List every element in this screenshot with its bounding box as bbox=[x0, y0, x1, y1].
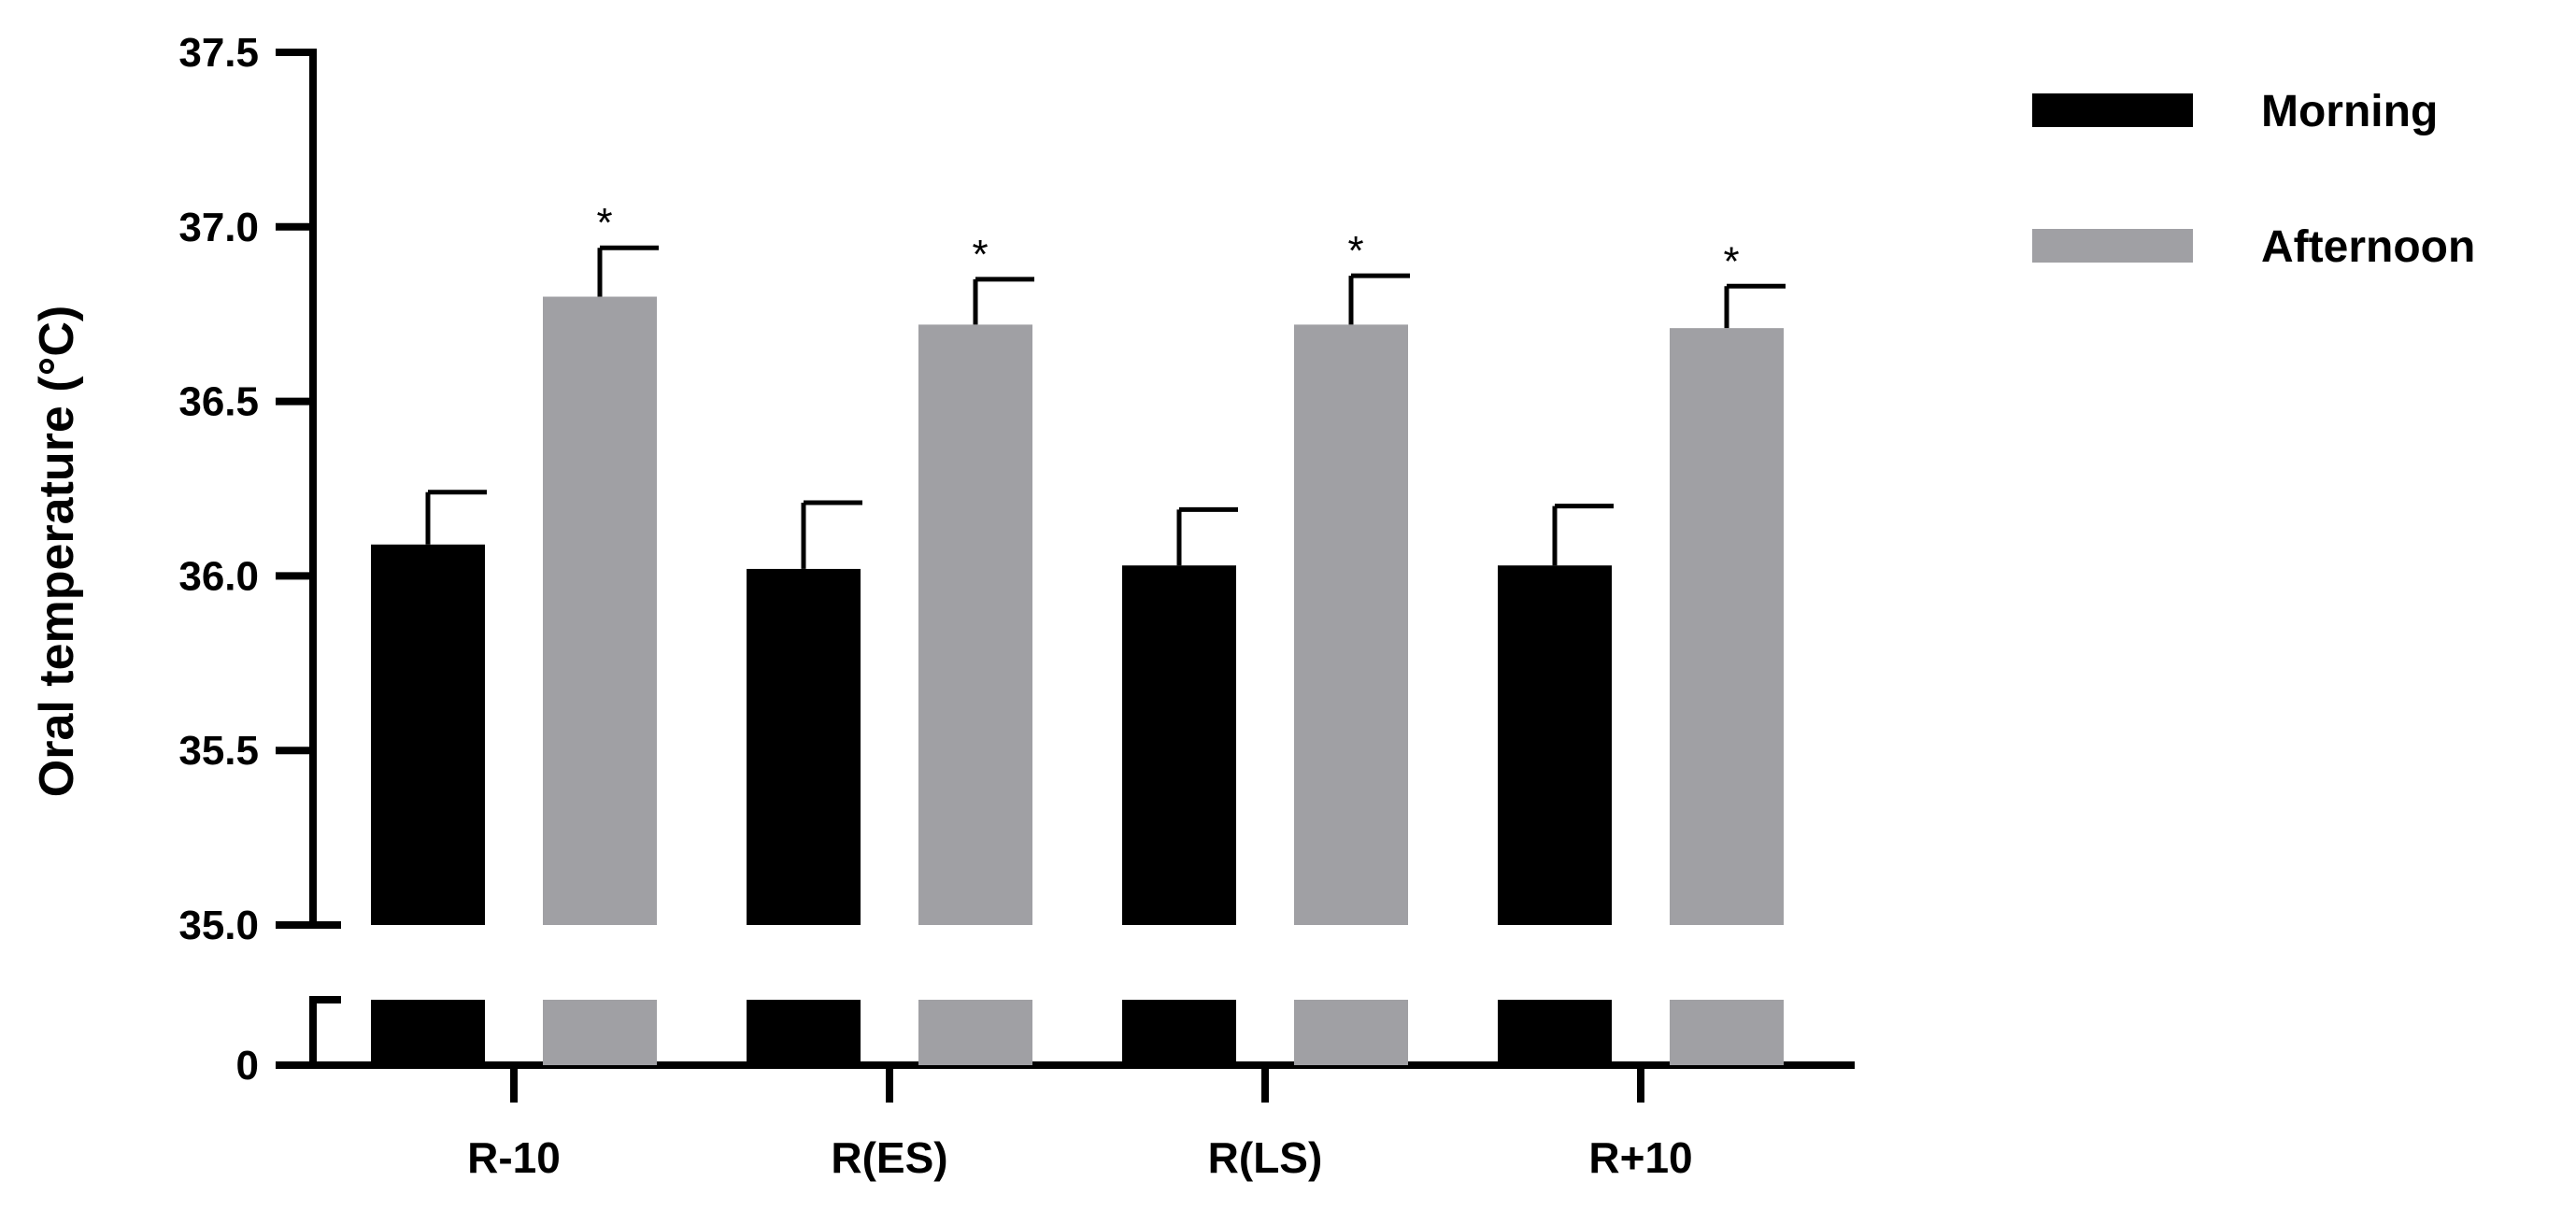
y-tick-label: 36.0 bbox=[178, 553, 259, 599]
bar bbox=[1294, 324, 1408, 926]
y-tick-label: 35.0 bbox=[178, 903, 259, 948]
x-tick-label: R+10 bbox=[1588, 1133, 1692, 1182]
bar-lower bbox=[1294, 1000, 1408, 1065]
x-ticks: R-10 R(ES) R(LS) R+10 bbox=[467, 1064, 1693, 1182]
significance-marker: * bbox=[1723, 238, 1739, 284]
y-axis-lower bbox=[309, 996, 341, 1065]
y-tick-label: 35.5 bbox=[178, 728, 259, 774]
legend: Morning Afternoon bbox=[2032, 87, 2475, 272]
bar-lower bbox=[543, 1000, 657, 1065]
axes bbox=[276, 49, 1855, 1069]
bar-lower bbox=[1122, 1000, 1236, 1065]
bar bbox=[1122, 565, 1236, 925]
legend-swatch bbox=[2032, 229, 2193, 263]
y-ticks: 35.0 35.5 36.0 36.5 37.0 37.5 0 bbox=[178, 30, 313, 1089]
y-axis-upper bbox=[309, 49, 341, 929]
bar-lower bbox=[918, 1000, 1032, 1065]
bar bbox=[747, 568, 861, 925]
bar-lower bbox=[371, 1000, 485, 1065]
significance-marker: * bbox=[1347, 228, 1363, 274]
significance-marker: * bbox=[596, 200, 612, 246]
y-tick-label-zero: 0 bbox=[236, 1043, 259, 1089]
bar bbox=[543, 296, 657, 925]
legend-swatch bbox=[2032, 93, 2193, 127]
bar-lower bbox=[747, 1000, 861, 1065]
x-tick-label: R(ES) bbox=[831, 1133, 947, 1182]
legend-label: Morning bbox=[2261, 87, 2438, 136]
bar-lower bbox=[1498, 1000, 1612, 1065]
y-tick-label: 36.5 bbox=[178, 379, 259, 425]
legend-label: Afternoon bbox=[2261, 222, 2475, 272]
bar bbox=[371, 544, 485, 925]
significance-marker: * bbox=[972, 232, 988, 278]
y-axis-label: Oral temperature (°C) bbox=[30, 306, 84, 797]
bar bbox=[1670, 328, 1784, 925]
bar bbox=[918, 324, 1032, 926]
y-tick-label: 37.5 bbox=[178, 30, 259, 76]
x-tick-label: R(LS) bbox=[1208, 1133, 1323, 1182]
x-tick-label: R-10 bbox=[467, 1133, 561, 1182]
bars: * * * * bbox=[371, 200, 1786, 1065]
bar bbox=[1498, 565, 1612, 925]
y-tick-label: 37.0 bbox=[178, 205, 259, 250]
bar-lower bbox=[1670, 1000, 1784, 1065]
